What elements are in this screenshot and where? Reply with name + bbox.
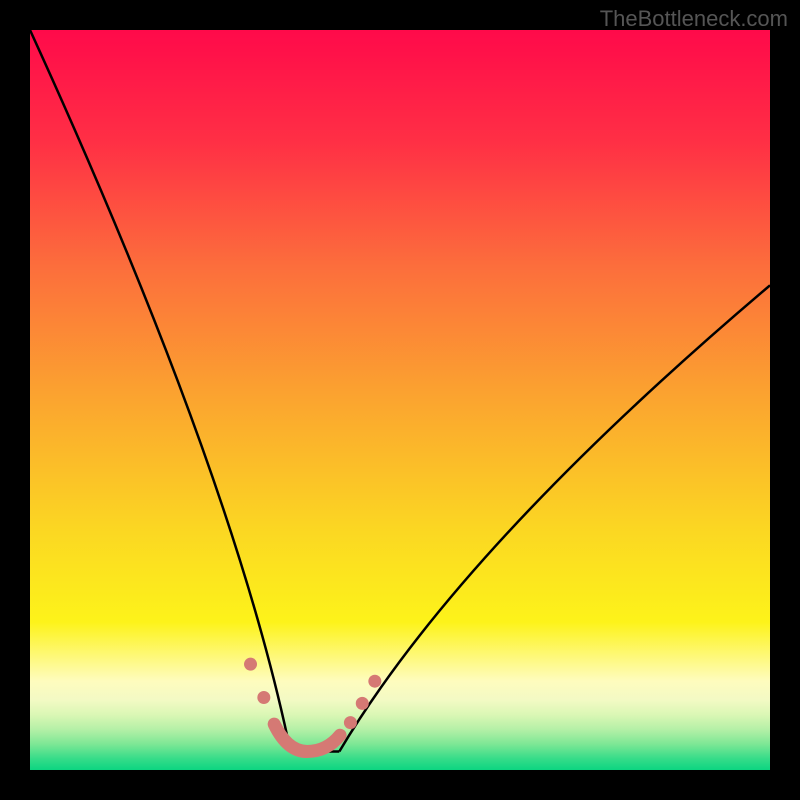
highlight-dot-left-0 bbox=[244, 658, 257, 671]
bottleneck-chart bbox=[30, 30, 770, 770]
watermark-text: TheBottleneck.com bbox=[600, 6, 788, 32]
chart-container: TheBottleneck.com bbox=[0, 0, 800, 800]
gradient-background bbox=[30, 30, 770, 770]
highlight-dot-right-2 bbox=[368, 675, 381, 688]
highlight-dot-right-1 bbox=[356, 697, 369, 710]
highlight-dot-left-1 bbox=[257, 691, 270, 704]
highlight-dot-right-0 bbox=[344, 716, 357, 729]
